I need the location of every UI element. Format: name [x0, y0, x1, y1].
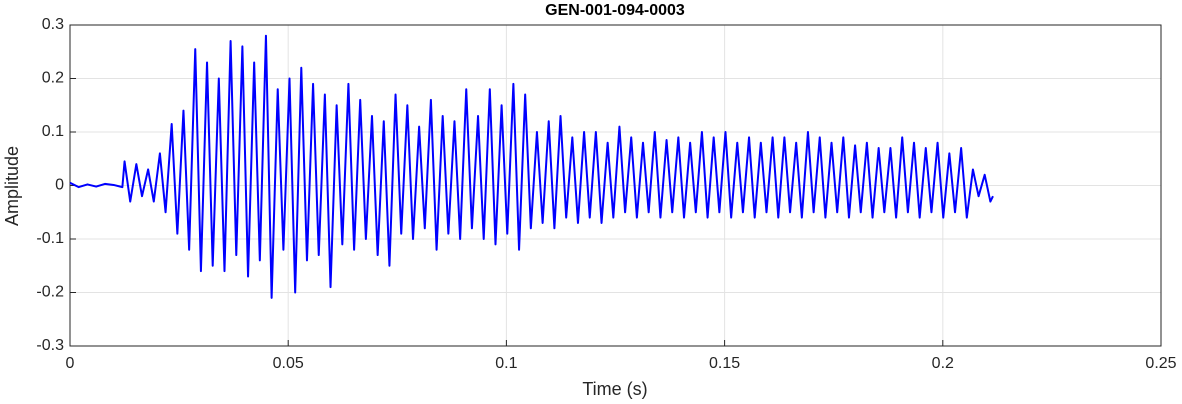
- y-tick-label: 0.2: [42, 70, 64, 87]
- x-tick-label: 0.05: [273, 355, 304, 372]
- y-tick-label: 0.1: [42, 123, 64, 140]
- chart-title: GEN-001-094-0003: [545, 2, 685, 19]
- x-tick-label: 0: [66, 355, 75, 372]
- x-tick-label: 0.25: [1145, 355, 1176, 372]
- waveform-line: [69, 34, 994, 299]
- x-tick-label: 0.1: [495, 355, 517, 372]
- plot-frame: [69, 24, 1162, 347]
- y-tick-label: -0.3: [36, 337, 64, 354]
- y-tick-label: 0: [55, 177, 64, 194]
- y-tick-label: -0.1: [36, 230, 64, 247]
- y-tick-label: 0.3: [42, 16, 64, 33]
- y-axis-label: Amplitude: [2, 146, 22, 226]
- y-tick-label: -0.2: [36, 284, 64, 301]
- x-tick-label: 0.15: [709, 355, 740, 372]
- x-tick-label: 0.2: [932, 355, 954, 372]
- x-axis-label: Time (s): [582, 379, 647, 399]
